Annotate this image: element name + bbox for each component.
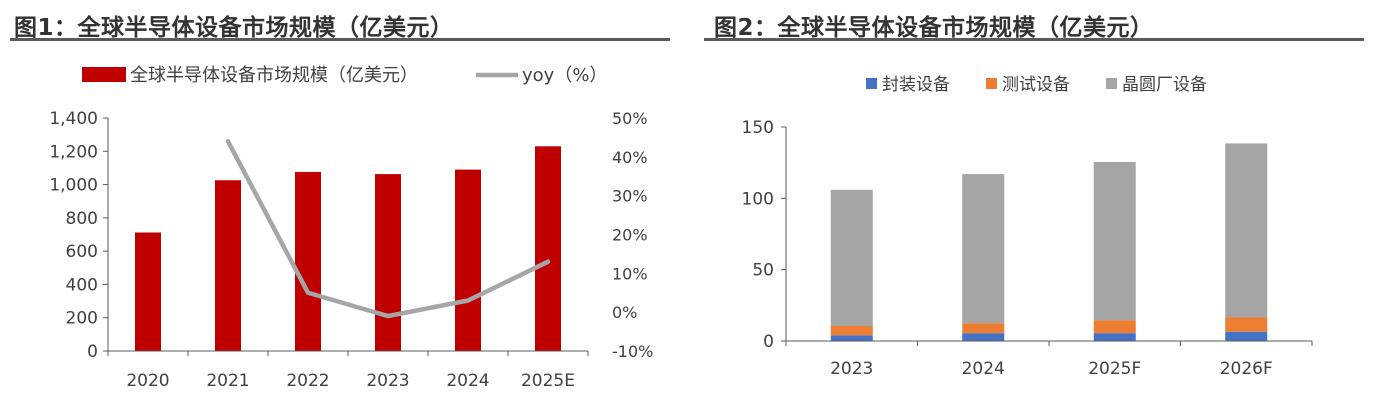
left-axis-tick-label: 200	[66, 309, 98, 329]
right-axis-tick-label: 40%	[612, 148, 648, 167]
yoy-point-2025E	[546, 259, 550, 264]
right-axis-tick-label: 0%	[612, 303, 637, 322]
figure-1-title-rule	[10, 38, 670, 41]
yoy-point-2022	[306, 290, 310, 295]
right-axis-tick-label: 20%	[612, 226, 648, 245]
left-axis-tick-label: 800	[66, 209, 98, 229]
legend-label-bars: 全球半导体设备市场规模（亿美元）	[130, 65, 418, 86]
bar-测试设备-2023	[830, 326, 873, 336]
x-axis-tick-label: 2024	[446, 371, 489, 391]
x-axis-tick-label: 2024	[962, 359, 1005, 379]
bar-2021	[215, 180, 241, 351]
x-axis-tick-label: 2025E	[521, 371, 575, 391]
legend-label-测试设备: 测试设备	[1002, 75, 1070, 95]
bar-2025E	[535, 146, 561, 351]
left-axis-tick-label: 0	[87, 342, 98, 362]
left-axis-tick-label: 1,000	[49, 176, 98, 196]
x-axis-tick-label: 2020	[126, 371, 169, 391]
left-axis-tick-label: 1,400	[49, 109, 98, 129]
x-axis-tick-label: 2026F	[1220, 359, 1273, 379]
figure-1-title: 图1：全球半导体设备市场规模（亿美元）	[14, 15, 454, 41]
figure-2-chart: 0 50 100 150 2023 2024 2025F 2026F 封装设备 测试设备 晶圆厂设备	[742, 75, 1313, 379]
bar-2023	[375, 174, 401, 351]
y-axis-tick-label: 100	[742, 189, 774, 209]
bar-测试设备-2026F	[1225, 317, 1268, 332]
x-axis-tick-label: 2022	[286, 371, 329, 391]
bar-2024	[455, 169, 481, 351]
bar-2020	[135, 232, 161, 351]
legend-swatch-测试设备	[986, 78, 997, 89]
right-axis-tick-label: 50%	[612, 109, 648, 128]
legend-swatch-bars	[82, 67, 126, 82]
left-axis-tick-label: 600	[66, 242, 98, 262]
x-axis-tick-label: 2021	[206, 371, 249, 391]
y-axis-tick-label: 50	[752, 261, 774, 281]
legend-label-晶圆厂设备: 晶圆厂设备	[1122, 75, 1207, 95]
figure-2-title: 图2：全球半导体设备市场规模（亿美元）	[714, 15, 1154, 41]
x-axis-tick-label: 2025F	[1088, 359, 1141, 379]
figure-2-title-rule	[704, 38, 1364, 41]
y-axis-tick-label: 0	[763, 332, 774, 352]
legend-swatch-晶圆厂设备	[1106, 78, 1117, 89]
legend-swatch-封装设备	[866, 78, 877, 89]
x-axis-tick-label: 2023	[830, 359, 873, 379]
figure-2-panel: 图2：全球半导体设备市场规模（亿美元） 0 50 100 150 2023 2024 202…	[700, 0, 1380, 406]
x-axis-tick-label: 2023	[366, 371, 409, 391]
y-axis-tick-label: 150	[742, 118, 774, 138]
bar-测试设备-2025F	[1093, 320, 1136, 334]
left-axis-tick-label: 400	[66, 275, 98, 295]
bar-封装设备-2024	[962, 333, 1005, 341]
yoy-point-2021	[226, 139, 230, 144]
bar-封装设备-2025F	[1093, 333, 1136, 341]
legend-label-yoy: yoy（%）	[522, 65, 607, 86]
bar-封装设备-2026F	[1225, 331, 1268, 341]
bar-测试设备-2024	[962, 323, 1005, 334]
bar-晶圆厂设备-2025F	[1093, 161, 1136, 321]
legend-label-封装设备: 封装设备	[882, 75, 950, 95]
bar-封装设备-2023	[830, 335, 873, 341]
right-axis-tick-label: 10%	[612, 264, 648, 283]
yoy-point-2024	[466, 298, 470, 303]
bar-2022	[295, 171, 321, 351]
yoy-point-2023	[386, 314, 390, 319]
bar-晶圆厂设备-2026F	[1225, 143, 1268, 318]
right-axis-tick-label: -10%	[612, 342, 653, 361]
left-axis-tick-label: 1,200	[49, 142, 98, 162]
right-axis-tick-label: 30%	[612, 187, 648, 206]
figure-1-chart: 0 200 400 600 800 1,000 1,200 1,400 -10% 0% 10% 20%…	[49, 65, 653, 391]
bar-晶圆厂设备-2024	[962, 174, 1005, 324]
figure-1-panel: 图1：全球半导体设备市场规模（亿美元） 0 200 400 600 800 1,000 1,…	[0, 0, 680, 406]
bar-晶圆厂设备-2023	[830, 189, 873, 327]
